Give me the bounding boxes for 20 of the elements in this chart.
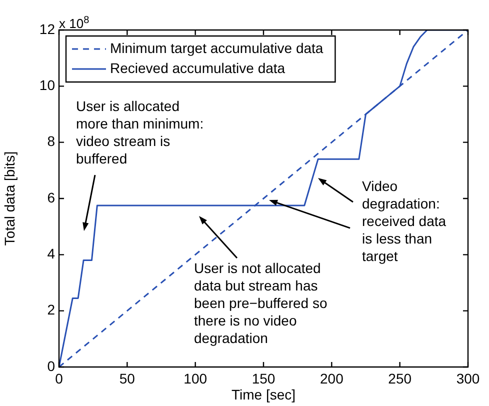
y-tick-label: 6: [47, 189, 56, 206]
x-tick-label: 250: [388, 370, 412, 386]
legend-label: Minimum target accumulative data: [110, 40, 324, 56]
x-tick-label: 200: [320, 370, 344, 386]
legend-label: Recieved accumulative data: [110, 60, 286, 76]
annotation: Video degradation: received data is less than target: [362, 178, 446, 264]
annotation: User is not allocated data but stream has been pre−buffered so there is no video degradation: [194, 260, 328, 346]
y-tick-label: 4: [47, 246, 56, 262]
x-tick-label: 300: [456, 370, 480, 386]
x-axis-title: Time [sec]: [231, 386, 296, 402]
y-axis-title: Total data [bits]: [1, 151, 18, 246]
y-tick-label: 12: [39, 20, 56, 37]
x-tick-label: 100: [184, 370, 208, 386]
x-tick-label: 50: [119, 370, 136, 386]
y-tick-label: 10: [39, 77, 56, 94]
y-tick-label: 0: [47, 358, 56, 374]
y-tick-label: 8: [47, 133, 56, 150]
x-tick-label: 150: [252, 370, 276, 386]
annotation: User is allocated more than minimum: video stream is buffered: [76, 98, 204, 166]
y-tick-label: 2: [47, 302, 56, 318]
